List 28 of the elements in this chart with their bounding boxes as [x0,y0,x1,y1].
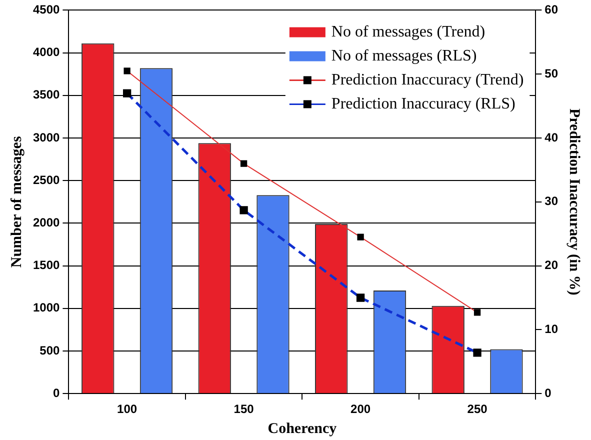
x-tick-label: 100 [117,402,138,416]
y-tick-label: 4000 [32,45,60,60]
y2-tick-label: 40 [544,130,558,144]
y-tick-label: 3000 [32,130,60,144]
y-tick-label: 4500 [32,2,60,17]
y2-tick-label: 10 [544,322,558,336]
legend-label: No of messages (RLS) [331,47,477,64]
x-tick-label: 200 [350,402,371,416]
y-tick-label: 2500 [32,172,60,187]
y2-axis-title: Prediction Inaccuracy (in %) [566,108,582,296]
y-axis-title: Number of messages [8,136,25,268]
x-tick-label: 150 [234,402,254,416]
y2-tick-label: 0 [544,386,552,400]
legend-label: No of messages (Trend) [331,23,486,40]
legend-label: Prediction Inaccuracy (Trend) [331,71,524,88]
y2-tick-label: 60 [544,2,558,17]
y-tick-label: 500 [40,343,60,358]
y-tick-label: 3500 [32,88,60,102]
y-tick-label: 1000 [32,300,60,315]
x-tick-label: 250 [467,402,488,416]
y2-tick-label: 30 [544,194,558,208]
y2-tick-label: 20 [544,258,558,272]
y-tick-label: 1500 [32,258,60,272]
x-axis-title: Coherency [268,420,338,437]
y-tick-label: 0 [53,386,60,400]
y-tick-label: 2000 [32,216,60,230]
legend-label: Prediction Inaccuracy (RLS) [331,95,516,112]
y2-tick-label: 50 [544,66,558,80]
